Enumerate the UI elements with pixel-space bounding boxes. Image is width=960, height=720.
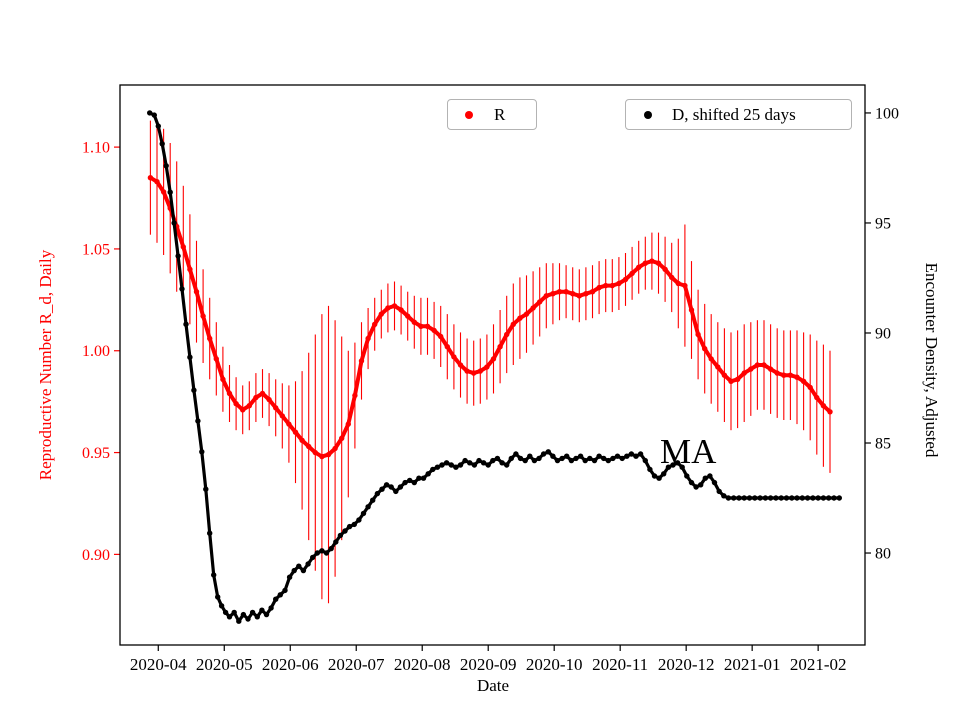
d-series-marker-icon [644, 110, 652, 119]
x-tick-label: 2020-07 [328, 655, 385, 674]
axis-ticks: 2020-04 2020-05 2020-06 2020-07 2020-08 2020-… [82, 105, 899, 674]
x-tick-label: 2020-10 [526, 655, 583, 674]
left-y-tick-label: 0.90 [82, 547, 110, 564]
right-y-tick-label: 95 [875, 215, 891, 232]
x-axis-title: Date [476, 676, 510, 695]
right-y-tick-label: 90 [875, 325, 891, 342]
x-tick-label: 2020-04 [130, 655, 187, 674]
left-y-axis-title: Reproductive Number R_d, Daily [36, 249, 55, 481]
legend-d-label: D, shifted 25 days [672, 104, 796, 124]
legend-r-label: R [494, 104, 506, 124]
legend-d: D, shifted 25 days [625, 99, 852, 130]
right-y-tick-label: 85 [875, 436, 891, 453]
left-y-tick-label: 1.00 [82, 343, 110, 360]
x-tick-label: 2021-01 [724, 655, 781, 674]
x-tick-label: 2020-12 [658, 655, 715, 674]
d-series-points [147, 110, 842, 624]
r-series-points [147, 175, 833, 460]
d-series-line [148, 111, 841, 623]
x-tick-label: 2020-09 [460, 655, 517, 674]
plot-frame [119, 84, 866, 646]
x-tick-label: 2020-11 [592, 655, 648, 674]
legend-r: R [447, 99, 537, 130]
left-y-tick-label: 1.10 [82, 140, 110, 157]
right-y-tick-label: 100 [875, 105, 899, 122]
right-y-axis-title: Encounter Density, Adjusted [922, 262, 941, 458]
right-y-tick-label: 80 [875, 546, 891, 563]
x-tick-label: 2020-08 [394, 655, 451, 674]
ma-annotation: MA [660, 432, 717, 471]
r-series-marker-icon [465, 110, 473, 119]
x-tick-label: 2020-05 [196, 655, 253, 674]
x-tick-label: 2021-02 [790, 655, 847, 674]
left-y-tick-label: 1.05 [82, 241, 110, 258]
left-y-tick-label: 0.95 [82, 445, 110, 462]
x-tick-label: 2020-06 [262, 655, 319, 674]
r-series-line [148, 175, 832, 459]
